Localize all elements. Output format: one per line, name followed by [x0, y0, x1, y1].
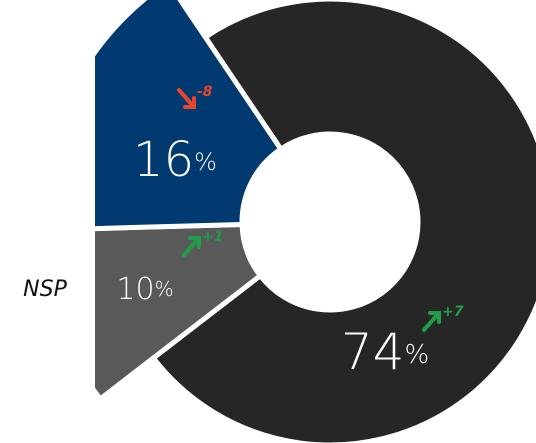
- value-label: 74%: [341, 323, 429, 381]
- delta-label: -8: [197, 84, 213, 100]
- value-suffix: %: [194, 148, 217, 176]
- value-number: 16: [133, 132, 194, 188]
- donut-slice: [95, 221, 264, 403]
- delta-arrow: [177, 88, 196, 109]
- value-label: 16%: [133, 132, 217, 188]
- value-number: 10: [116, 272, 154, 307]
- value-suffix: %: [155, 277, 174, 301]
- value-number: 74: [341, 323, 405, 381]
- slices: [95, 0, 536, 443]
- delta-label: +1: [202, 229, 223, 245]
- donut-slice: [95, 0, 285, 232]
- delta-label: +7: [442, 304, 464, 320]
- value-suffix: %: [404, 340, 429, 370]
- donut-slice: [149, 0, 536, 443]
- delta-arrow: [422, 311, 441, 332]
- value-label: 10%: [116, 272, 173, 307]
- delta-arrow: [182, 236, 201, 257]
- labels: 74% +7 10% +1 NSP 16% -8: [23, 84, 464, 381]
- category-label: NSP: [23, 277, 67, 302]
